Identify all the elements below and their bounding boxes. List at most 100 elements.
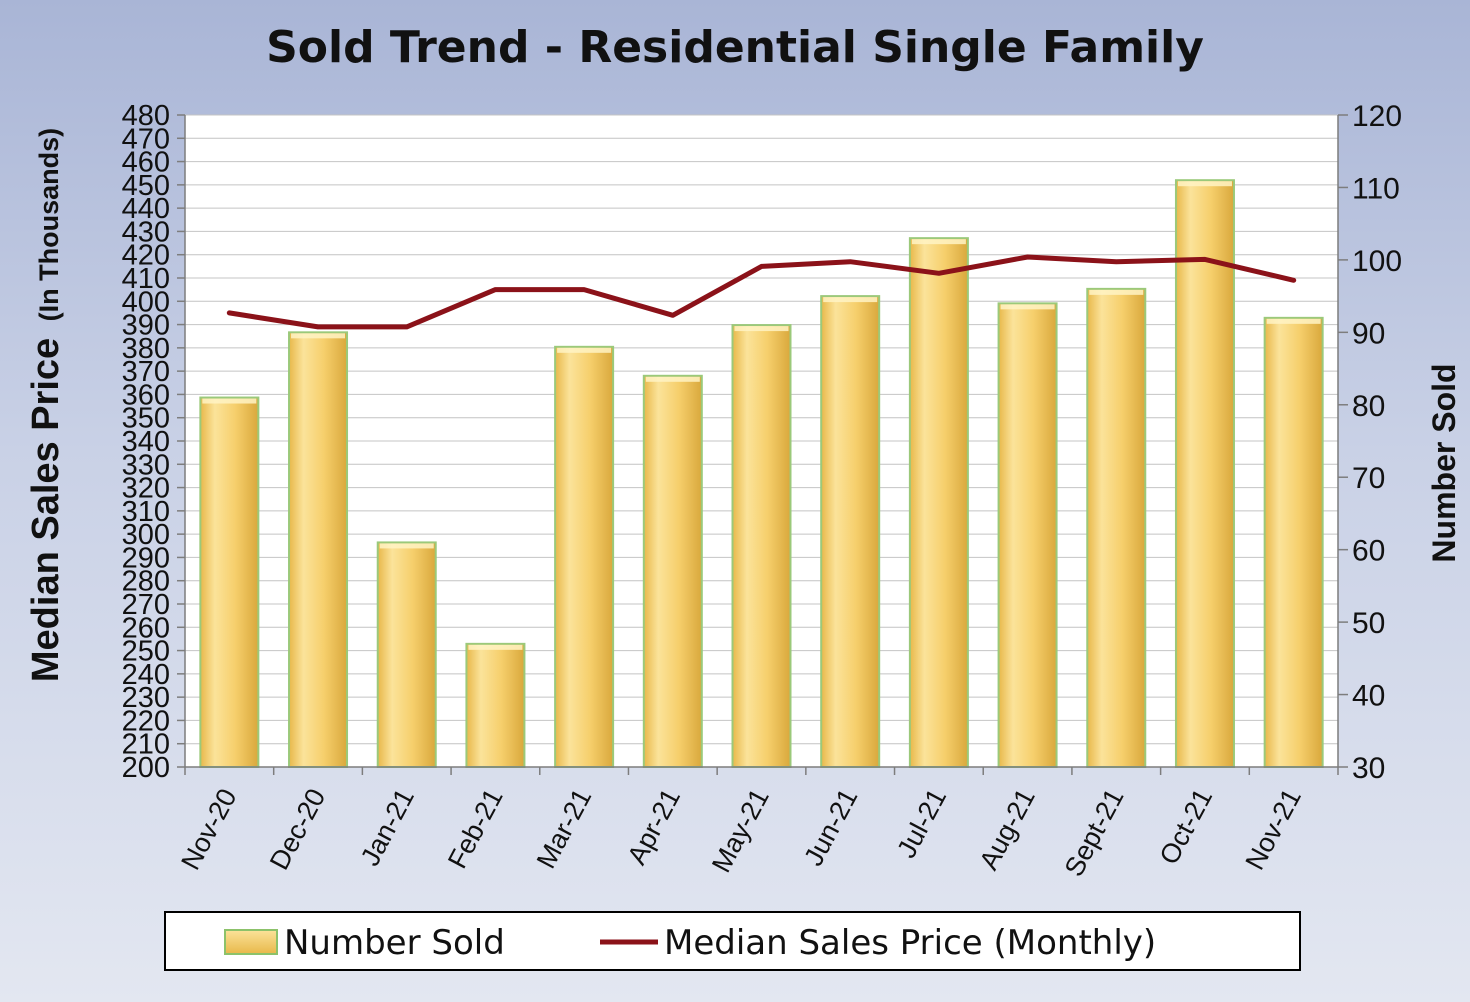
bar bbox=[465, 642, 526, 768]
y-tick-label: 250 bbox=[122, 636, 170, 668]
legend-box bbox=[164, 911, 1301, 971]
y-tick-label: 220 bbox=[122, 705, 170, 737]
bar bbox=[1174, 179, 1235, 768]
bar-body bbox=[1086, 287, 1147, 768]
x-tick-label: May-21 bbox=[706, 784, 775, 878]
x-tick-label: Sept-21 bbox=[1059, 784, 1130, 882]
y-tick-label: 260 bbox=[122, 612, 170, 644]
y-tick-label: 470 bbox=[122, 123, 170, 155]
y-tick-label: 430 bbox=[122, 216, 170, 248]
y2-tick-label: 110 bbox=[1352, 172, 1400, 205]
x-tick-label: Jan-21 bbox=[355, 784, 420, 871]
y-tick-label: 230 bbox=[122, 682, 170, 714]
x-tick-label: Feb-21 bbox=[442, 784, 509, 874]
y-tick-label: 440 bbox=[122, 193, 170, 225]
y-tick-label: 380 bbox=[122, 333, 170, 365]
x-tick-label: Oct-21 bbox=[1154, 784, 1219, 870]
bar-body bbox=[997, 302, 1058, 768]
bar-body bbox=[731, 324, 792, 768]
bar bbox=[1086, 287, 1147, 768]
bar-top-highlight bbox=[291, 333, 346, 339]
median-price-line bbox=[226, 254, 1297, 330]
y-axis-left: 2002102202302402502602702802903003103203… bbox=[122, 100, 186, 784]
bar bbox=[997, 302, 1058, 768]
y-tick-label: 450 bbox=[122, 170, 170, 202]
y-tick-label: 290 bbox=[122, 542, 170, 574]
y-tick-label: 280 bbox=[122, 566, 170, 598]
y-tick-label: 340 bbox=[122, 426, 170, 458]
bar bbox=[376, 541, 437, 769]
bar-top-highlight bbox=[1089, 289, 1144, 295]
y-axis-title: Median Sales Price (In Thousands) bbox=[25, 128, 67, 682]
bar-body bbox=[1263, 316, 1324, 768]
y-tick-label: 410 bbox=[122, 263, 170, 295]
x-tick-label: Nov-21 bbox=[1240, 784, 1307, 875]
line-series bbox=[226, 254, 1297, 330]
y-tick-label: 300 bbox=[122, 519, 170, 551]
y-tick-label: 400 bbox=[122, 286, 170, 318]
y2-tick-label: 80 bbox=[1352, 390, 1385, 423]
bar-series bbox=[199, 179, 1324, 769]
bar-top-highlight bbox=[468, 644, 523, 650]
y-tick-label: 320 bbox=[122, 473, 170, 505]
bar-top-highlight bbox=[379, 543, 434, 549]
y2-tick-label: 70 bbox=[1352, 462, 1385, 495]
y-tick-label: 310 bbox=[122, 496, 170, 528]
y-axis-title-main: Median Sales Price bbox=[25, 338, 67, 682]
bar-top-highlight bbox=[823, 297, 878, 303]
y-tick-label: 420 bbox=[122, 240, 170, 272]
y-axis-right: 30 40 50 60 70 80 90 100 110 120 bbox=[1337, 100, 1402, 785]
y2-tick-label: 120 bbox=[1352, 100, 1402, 133]
bar-top-highlight bbox=[911, 239, 966, 245]
x-axis: Nov-20 Dec-20 Jan-21 Feb-21 Mar-21 Apr-21 May-… bbox=[175, 766, 1339, 882]
bar bbox=[1263, 316, 1324, 768]
y-tick-label: 330 bbox=[122, 449, 170, 481]
bar-top-highlight bbox=[1266, 318, 1321, 324]
y-tick-label: 370 bbox=[122, 356, 170, 388]
bar bbox=[554, 345, 615, 768]
bar-body bbox=[1174, 179, 1235, 768]
y2-tick-label: 30 bbox=[1352, 752, 1385, 785]
legend: Number Sold Median Sales Price (Monthly) bbox=[164, 911, 1301, 971]
x-tick-label: Jul-21 bbox=[891, 784, 952, 863]
chart-title: Sold Trend - Residential Single Family bbox=[266, 22, 1204, 73]
y2-axis-title: Number Sold bbox=[1426, 363, 1462, 562]
y-tick-label: 200 bbox=[122, 752, 170, 784]
x-tick-label: Nov-20 bbox=[175, 784, 242, 875]
bar bbox=[642, 374, 703, 768]
legend-label-number-sold: Number Sold bbox=[284, 923, 505, 963]
y-tick-label: 360 bbox=[122, 379, 170, 411]
y-tick-label: 270 bbox=[122, 589, 170, 621]
y-tick-label: 480 bbox=[122, 100, 170, 132]
y-axis-title-suffix: (In Thousands) bbox=[34, 128, 64, 321]
y2-tick-label: 60 bbox=[1352, 535, 1385, 568]
bar-body bbox=[642, 374, 703, 768]
y2-tick-label: 90 bbox=[1352, 317, 1385, 350]
x-tick-label: Aug-21 bbox=[974, 784, 1041, 875]
y-tick-label: 350 bbox=[122, 403, 170, 435]
bar-body bbox=[465, 642, 526, 768]
x-tick-label: Dec-20 bbox=[264, 784, 331, 875]
x-tick-label: Jun-21 bbox=[798, 784, 863, 871]
bar-top-highlight bbox=[645, 376, 700, 382]
x-tick-label: Mar-21 bbox=[531, 784, 598, 874]
y2-tick-label: 40 bbox=[1352, 680, 1385, 713]
bar bbox=[199, 396, 260, 768]
bar bbox=[908, 237, 969, 768]
bar-body bbox=[376, 541, 437, 769]
bar-top-highlight bbox=[1000, 304, 1055, 310]
bar-top-highlight bbox=[734, 326, 789, 332]
bar-body bbox=[820, 295, 881, 768]
bar-body bbox=[288, 331, 349, 768]
bar bbox=[820, 295, 881, 768]
bar-body bbox=[199, 396, 260, 768]
bar-body bbox=[554, 345, 615, 768]
y2-tick-label: 50 bbox=[1352, 607, 1385, 640]
legend-label-median-price: Median Sales Price (Monthly) bbox=[664, 923, 1156, 963]
y-tick-label: 210 bbox=[122, 729, 170, 761]
bar-top-highlight bbox=[1177, 181, 1232, 187]
y-tick-label: 460 bbox=[122, 147, 170, 179]
bar bbox=[731, 324, 792, 768]
bar-body bbox=[908, 237, 969, 768]
